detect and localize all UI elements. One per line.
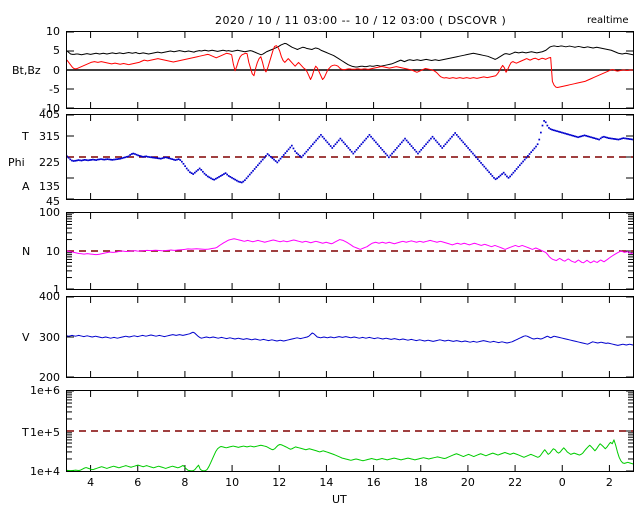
- ytick-n-2: 1: [53, 283, 60, 296]
- page-title: 2020 / 10 / 11 03:00 -- 10 / 12 03:00 ( …: [215, 14, 507, 27]
- panel-n-label: N: [22, 245, 31, 258]
- ytick-btbz-0: 10: [46, 25, 60, 38]
- panel-phi: [66, 114, 634, 200]
- ytick-phi-0: 405: [39, 108, 60, 121]
- x-tick-label: 6: [134, 476, 142, 489]
- ytick-btbz-3: -5: [49, 83, 60, 96]
- panel-phi-label-a: A: [22, 180, 30, 193]
- ytick-btbz-4: -10: [42, 102, 60, 115]
- x-tick-label: 18: [413, 476, 428, 489]
- ytick-t-0: 1e+6: [30, 384, 60, 397]
- panel-v: [66, 296, 634, 378]
- panel-phi-label-phi: Phi: [8, 156, 25, 169]
- panel-v-label: V: [22, 331, 30, 344]
- panel-t-label: T: [22, 426, 29, 439]
- x-tick-label: 4: [87, 476, 95, 489]
- x-tick-label: 16: [366, 476, 381, 489]
- x-tick-label: 12: [272, 476, 287, 489]
- x-tick-label: 22: [508, 476, 523, 489]
- panel-bt-bz-label: Bt,Bz: [12, 64, 41, 77]
- panel-phi-label-t: T: [22, 130, 29, 143]
- x-tick-label: 20: [460, 476, 475, 489]
- panel-t-plot: [67, 391, 633, 471]
- ytick-btbz-1: 5: [53, 44, 60, 57]
- x-tick-label: 10: [225, 476, 240, 489]
- x-tick-label: 0: [558, 476, 566, 489]
- panel-bt-bz-plot: [67, 32, 633, 108]
- ytick-phi-3: 135: [39, 180, 60, 193]
- ytick-v-2: 200: [39, 371, 60, 384]
- x-tick-label: 14: [319, 476, 334, 489]
- ytick-v-0: 400: [39, 290, 60, 303]
- ytick-phi-2: 225: [39, 156, 60, 169]
- realtime-label: realtime: [587, 15, 629, 26]
- ytick-phi-4: 45: [46, 195, 60, 208]
- panel-phi-plot: [67, 115, 633, 199]
- x-axis-label: UT: [332, 493, 347, 506]
- panel-n-plot: [67, 213, 633, 289]
- ytick-phi-1: 315: [39, 130, 60, 143]
- ytick-n-0: 100: [39, 206, 60, 219]
- ytick-n-1: 10: [46, 245, 60, 258]
- panel-t: [66, 390, 634, 472]
- x-tick-label: 2: [605, 476, 613, 489]
- panel-bt-bz: [66, 31, 634, 109]
- ytick-t-1: 1e+5: [30, 426, 60, 439]
- panel-v-plot: [67, 297, 633, 377]
- ytick-v-1: 300: [39, 331, 60, 344]
- ytick-btbz-2: 0: [53, 64, 60, 77]
- ytick-t-2: 1e+4: [30, 465, 60, 478]
- panel-n: [66, 212, 634, 290]
- x-tick-label: 8: [181, 476, 189, 489]
